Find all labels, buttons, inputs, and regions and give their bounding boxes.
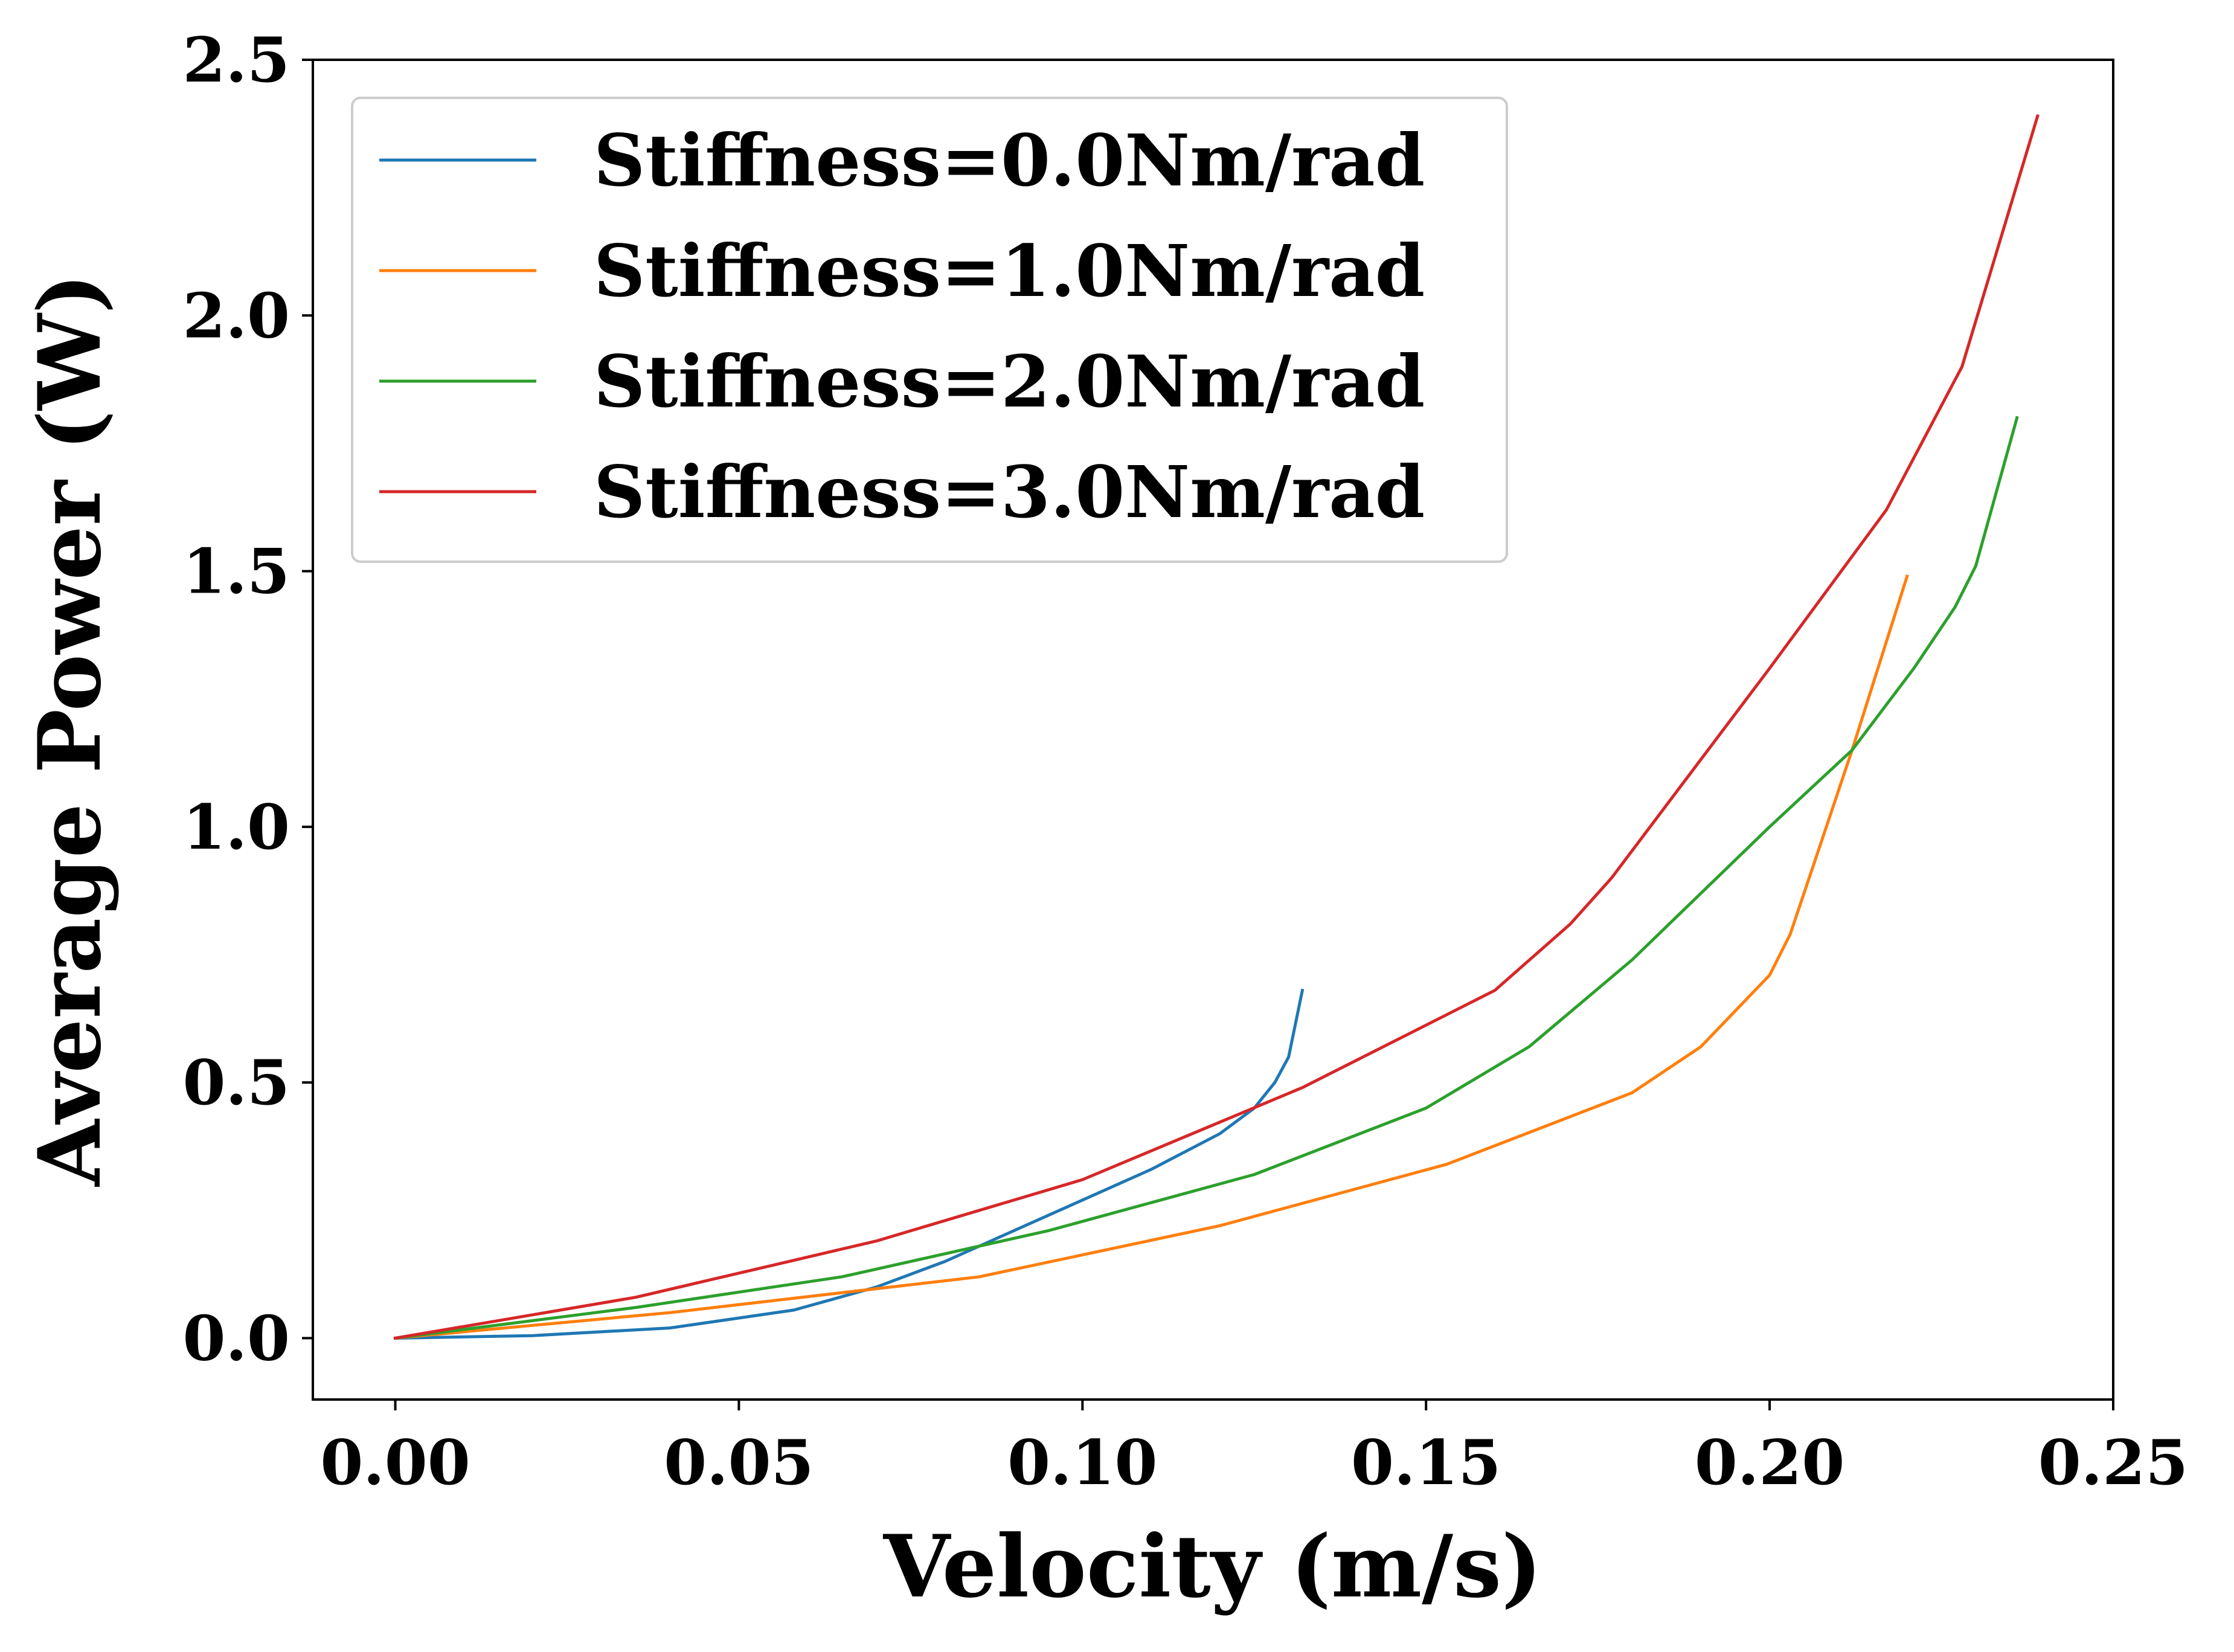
x-tick-label: 0.25 [2038, 1427, 2188, 1499]
x-tick-label: 0.00 [320, 1427, 470, 1499]
x-axis-ticks: 0.00 0.05 0.10 0.15 0.20 0.25 [320, 1400, 2188, 1499]
legend-box [351, 97, 1508, 563]
y-tick-label: 1.0 [183, 791, 290, 864]
y-tick-label: 0.5 [183, 1047, 290, 1119]
series-line-3 [393, 114, 2040, 1340]
y-axis-ticks: 0.0 0.5 1.0 1.5 2.0 2.5 [183, 24, 313, 1375]
y-tick-label: 0.0 [183, 1302, 290, 1375]
y-tick-label: 1.5 [183, 536, 290, 608]
legend-label: Stiffness=1.0Nm/rad [594, 229, 1425, 313]
x-tick-label: 0.20 [1695, 1427, 1844, 1499]
x-tick-label: 0.05 [664, 1427, 814, 1499]
x-tick-label: 0.10 [1007, 1427, 1157, 1499]
legend-label: Stiffness=3.0Nm/rad [594, 450, 1425, 534]
series-line-1 [393, 574, 1909, 1340]
plot-area-frame [312, 59, 2114, 1401]
legend-label: Stiffness=0.0Nm/rad [594, 118, 1425, 202]
x-axis-label: Velocity (m/s) [883, 1517, 1542, 1617]
x-tick-label: 0.15 [1351, 1427, 1501, 1499]
legend-label: Stiffness=2.0Nm/rad [594, 339, 1425, 423]
series-line-2 [393, 416, 2019, 1340]
legend: Stiffness=0.0Nm/rad Stiffness=1.0Nm/rad St… [351, 97, 1508, 563]
y-tick-label: 2.0 [183, 280, 290, 352]
series-line-0 [393, 988, 1305, 1340]
y-axis-label: Average Power (W) [20, 273, 120, 1188]
y-tick-label: 2.5 [183, 24, 290, 97]
series-lines [393, 114, 2040, 1340]
